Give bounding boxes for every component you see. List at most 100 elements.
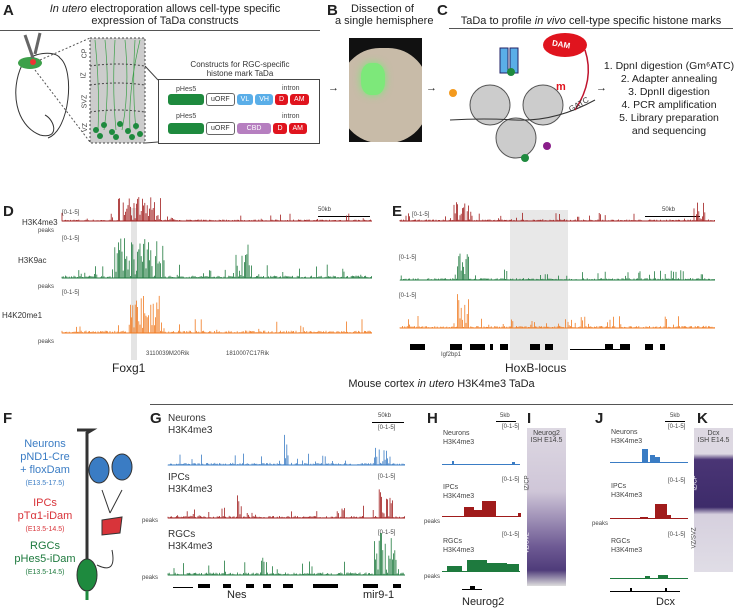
g-range-2: [0-1-5]: [378, 474, 396, 480]
e-gene-2: [470, 344, 485, 350]
title-line2: expression of TaDa constructs: [91, 15, 239, 27]
arrow-a-b: →: [328, 82, 339, 94]
e-gene-8: [605, 344, 613, 350]
j-gene-0: [610, 591, 680, 592]
construct-vl-vh: uORF VL VH D AM: [168, 92, 309, 106]
h-rgcs-bar-1: [447, 566, 462, 572]
j-tracks: [610, 449, 688, 592]
j20: RGCs: [611, 538, 631, 545]
title-text: electroporation allows cell-type specifi…: [90, 3, 281, 15]
track-d-h3k9ac: [61, 238, 372, 279]
j01: H3K4me3: [611, 438, 643, 445]
j-scale-label: 5kb: [670, 413, 680, 419]
panel-label-e: E: [392, 203, 403, 220]
panel-label-j: J: [595, 410, 604, 427]
h-neurons-bar-2: [512, 462, 515, 465]
k-zone-vzsvz: VZ/SVZ: [691, 527, 698, 549]
track-g-ipcs: [167, 489, 405, 519]
d-peaks-3: peaks: [38, 339, 55, 345]
step-5b: and sequencing: [631, 125, 707, 137]
g-gene-models: [173, 584, 401, 588]
k-t0: Dcx: [707, 430, 720, 437]
g-l10: IPCs: [168, 472, 190, 483]
dam-d-box: D: [274, 93, 289, 105]
h-neurons-label: Neurons H3K4me3: [443, 429, 474, 447]
h-ipcs-bar-2: [474, 510, 484, 517]
g-gene-7: [363, 584, 378, 588]
g-l21: H3K4me3: [168, 541, 213, 552]
e-range-1: [0-1-5]: [412, 212, 430, 218]
f-neurons-label: Neurons pND1-Cre + floxDam (E13.5-17.5): [5, 438, 85, 490]
panel-label-f: F: [3, 410, 13, 427]
track-d-h3k4me3: [61, 197, 372, 222]
g-ipcs-label: IPCs H3K4me3: [168, 472, 212, 496]
j-gene-2: [665, 588, 667, 592]
d-peaks-1: peaks: [38, 228, 55, 234]
e-h3k4me3-signal: [399, 202, 715, 222]
i-t1: ISH E14.5: [530, 437, 563, 444]
g-gene-8: [393, 584, 401, 588]
h-ipcs-bar-3: [482, 501, 496, 517]
j-ipcs-bar-3: [667, 515, 671, 519]
layer-cp: CP: [81, 48, 89, 59]
e-gene-10: [645, 344, 653, 350]
k-t1: ISH E14.5: [697, 437, 730, 444]
h-rgcs-bar-3: [487, 563, 507, 572]
promoter-label-2: pHes5: [176, 113, 197, 120]
e-scale-label: 50kb: [662, 207, 676, 213]
ct1: Constructs for RGC-specific: [190, 60, 290, 69]
h-neurons-bar-1: [452, 461, 454, 465]
lineage-diagram: [76, 428, 133, 600]
uorf-box-2: uORF: [206, 121, 235, 135]
d-scale-bar: [318, 216, 370, 217]
arrow-c-steps: →: [596, 82, 607, 94]
j-ipcs-bar-2: [655, 504, 667, 519]
g-range-3: [0-1-5]: [378, 530, 396, 536]
b-title1: Dissection of: [351, 3, 414, 15]
g-peaks-2: peaks: [142, 575, 159, 581]
j-rgcs-bar-1: [645, 576, 650, 579]
g-l01: H3K4me3: [168, 425, 213, 436]
vl-box: VL: [236, 93, 254, 105]
construct-cbd: uORF CBD D AM: [168, 121, 308, 135]
k-title: Dcx ISH E14.5: [694, 430, 733, 444]
d-range-3: [0-1-5]: [62, 290, 80, 296]
panel-label-a: A: [3, 2, 14, 19]
locus-foxg1: Foxg1: [112, 361, 146, 375]
h-range-1: [0-1-5]: [502, 424, 520, 430]
h-scale-bar: [496, 421, 516, 422]
e-gene-models: [410, 344, 665, 350]
panel-c-rule: [449, 28, 733, 29]
e-gene-5: [530, 344, 540, 350]
j-ipcs-label: IPCs H3K4me3: [611, 482, 642, 500]
f-i0: IPCs: [33, 497, 57, 509]
c-t2: in vivo: [534, 15, 566, 27]
h-gene-1: [470, 586, 475, 590]
track-e-h3k9ac: [399, 253, 715, 281]
phes5-box: [168, 93, 204, 105]
h-range-2: [0-1-5]: [502, 477, 520, 483]
g-rgcs-signal: [167, 533, 405, 576]
h-rgcs-bar-2: [467, 560, 487, 572]
h-ipcs-label: IPCs H3K4me3: [443, 483, 474, 501]
d-track-label-h3k4me3: H3K4me3: [22, 218, 58, 227]
e-range-3: [0-1-5]: [399, 293, 417, 299]
section-rule: [150, 404, 733, 405]
k-zone-izcp: IZ/CP: [692, 475, 699, 491]
locus-hoxb: HoxB-locus: [505, 361, 567, 375]
cbd-box: CBD: [236, 122, 272, 134]
g-gene-3: [246, 584, 254, 588]
panel-label-h: H: [427, 410, 438, 427]
h-tracks: [442, 461, 521, 590]
panel-label-g: G: [150, 410, 162, 427]
track-d-h4k20me1: [61, 295, 372, 334]
h-rgcs-label: RGCs H3K4me3: [443, 537, 474, 555]
f-n0: Neurons: [24, 438, 66, 450]
f-n1: pND1-Cre: [20, 451, 70, 463]
g-neurons-label: Neurons H3K4me3: [168, 413, 212, 437]
e-gene-0: [410, 344, 425, 350]
g-gene-0: [173, 587, 193, 588]
gene-nes: Nes: [227, 589, 247, 601]
vh-box: VH: [255, 93, 273, 105]
panel-b-title: Dissection of a single hemisphere: [335, 3, 433, 27]
